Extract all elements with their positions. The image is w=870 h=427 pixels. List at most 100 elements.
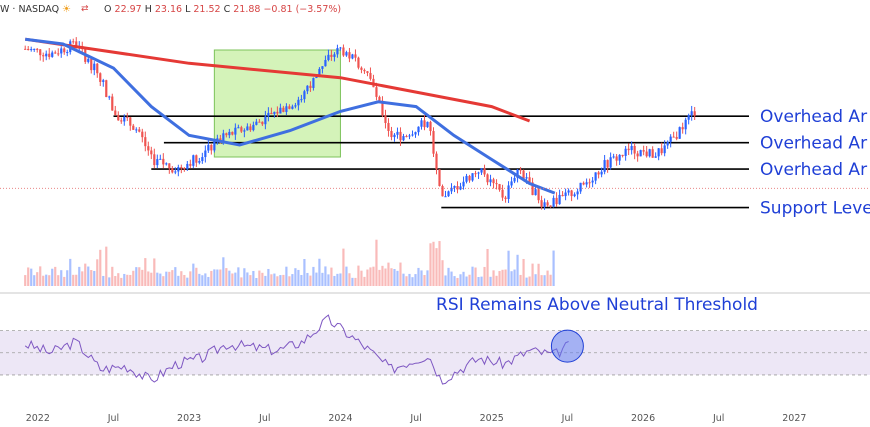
candle-body xyxy=(288,106,291,109)
candle-body xyxy=(678,127,681,139)
candle-body xyxy=(582,182,585,185)
volume-bar xyxy=(297,269,300,286)
volume-bar xyxy=(90,270,93,286)
low-value: 21.52 xyxy=(193,3,221,15)
candle-body xyxy=(669,136,672,142)
candle-body xyxy=(153,154,156,166)
volume-bar xyxy=(381,265,384,286)
volume-bar xyxy=(483,266,486,286)
candle-body xyxy=(660,148,663,154)
candle-body xyxy=(405,136,408,138)
volume-bar xyxy=(24,275,27,286)
x-tick-label: 2027 xyxy=(782,413,806,424)
volume-bar xyxy=(144,258,147,286)
candle-body xyxy=(324,60,327,67)
volume-bar xyxy=(411,277,414,286)
candle-body xyxy=(534,189,537,196)
candle-body xyxy=(237,127,240,129)
candle-body xyxy=(87,58,90,62)
volume-bar xyxy=(285,266,288,286)
candle-body xyxy=(270,112,273,115)
volume-bar xyxy=(345,266,348,286)
candle-body xyxy=(312,78,315,88)
volume-bar xyxy=(348,273,351,286)
candle-body xyxy=(282,107,285,112)
volume-bar xyxy=(147,271,150,286)
candle-body xyxy=(621,154,624,156)
candle-body xyxy=(645,151,648,157)
candle-body xyxy=(279,107,282,114)
candle-body xyxy=(546,202,549,206)
candle-body xyxy=(345,52,348,56)
volume-bar xyxy=(390,268,393,286)
candle-body xyxy=(399,131,402,141)
x-tick-label: Jul xyxy=(409,413,421,424)
candle-body xyxy=(231,131,234,135)
candle-body xyxy=(522,170,525,179)
candle-body xyxy=(114,110,117,115)
volume-bar xyxy=(63,276,66,286)
volume-bar xyxy=(516,254,519,286)
volume-bar xyxy=(396,270,399,286)
candle-body xyxy=(105,80,108,98)
volume-bar xyxy=(468,274,471,286)
candle-body xyxy=(597,172,600,175)
candle-body xyxy=(507,185,510,200)
change-value: −0.81 (−3.57%) xyxy=(263,3,342,15)
candle-body xyxy=(123,116,126,122)
volume-bar xyxy=(462,271,465,286)
candle-body xyxy=(30,49,33,51)
volume-bar xyxy=(69,258,72,286)
volume-bar xyxy=(474,267,477,286)
candle-body xyxy=(342,47,345,56)
volume-bar xyxy=(207,276,210,286)
candle-body xyxy=(66,52,69,54)
level-label-4: Support Leve xyxy=(760,199,870,219)
close-value: 21.88 xyxy=(233,3,261,15)
volume-bar xyxy=(195,267,198,286)
candle-body xyxy=(24,48,27,50)
volume-bar xyxy=(294,268,297,286)
volume-bar xyxy=(417,267,420,286)
symbol-header: W · NASDAQ ☀ ⇄ O 22.97 H 23.16 L 21.52 C 21.… xyxy=(0,0,341,18)
candle-body xyxy=(471,173,474,181)
candle-body xyxy=(213,140,216,151)
candle-body xyxy=(357,57,360,68)
volume-bar xyxy=(534,274,537,286)
volume-bar xyxy=(114,276,117,286)
candle-body xyxy=(513,177,516,182)
volume-bar xyxy=(108,277,111,286)
x-tick-label: 2025 xyxy=(480,413,504,424)
volume-bar xyxy=(258,270,261,286)
candle-body xyxy=(60,48,63,54)
volume-bar xyxy=(279,275,282,286)
candle-body xyxy=(333,54,336,57)
candle-body xyxy=(429,121,432,132)
candle-body xyxy=(126,116,129,118)
candle-body xyxy=(420,120,423,127)
volume-bar xyxy=(486,248,489,286)
volume-bar xyxy=(135,267,138,286)
candle-body xyxy=(510,181,513,186)
candle-body xyxy=(552,197,555,207)
candle-body xyxy=(474,173,477,175)
volume-bar xyxy=(429,243,432,286)
volume-bar xyxy=(498,271,501,286)
candle-body xyxy=(486,174,489,183)
volume-bar xyxy=(522,258,525,286)
volume-bar xyxy=(456,277,459,286)
candle-body xyxy=(366,71,369,73)
candle-body xyxy=(291,106,294,109)
candle-body xyxy=(183,167,186,170)
volume-bar xyxy=(354,277,357,286)
candle-body xyxy=(585,182,588,185)
candle-body xyxy=(594,172,597,181)
open-label: O xyxy=(104,3,112,15)
open-value: 22.97 xyxy=(114,3,142,15)
candle-body xyxy=(147,146,150,151)
volume-bar xyxy=(213,269,216,286)
candle-body xyxy=(339,47,342,49)
volume-bar xyxy=(168,271,171,286)
volume-bar xyxy=(414,274,417,286)
